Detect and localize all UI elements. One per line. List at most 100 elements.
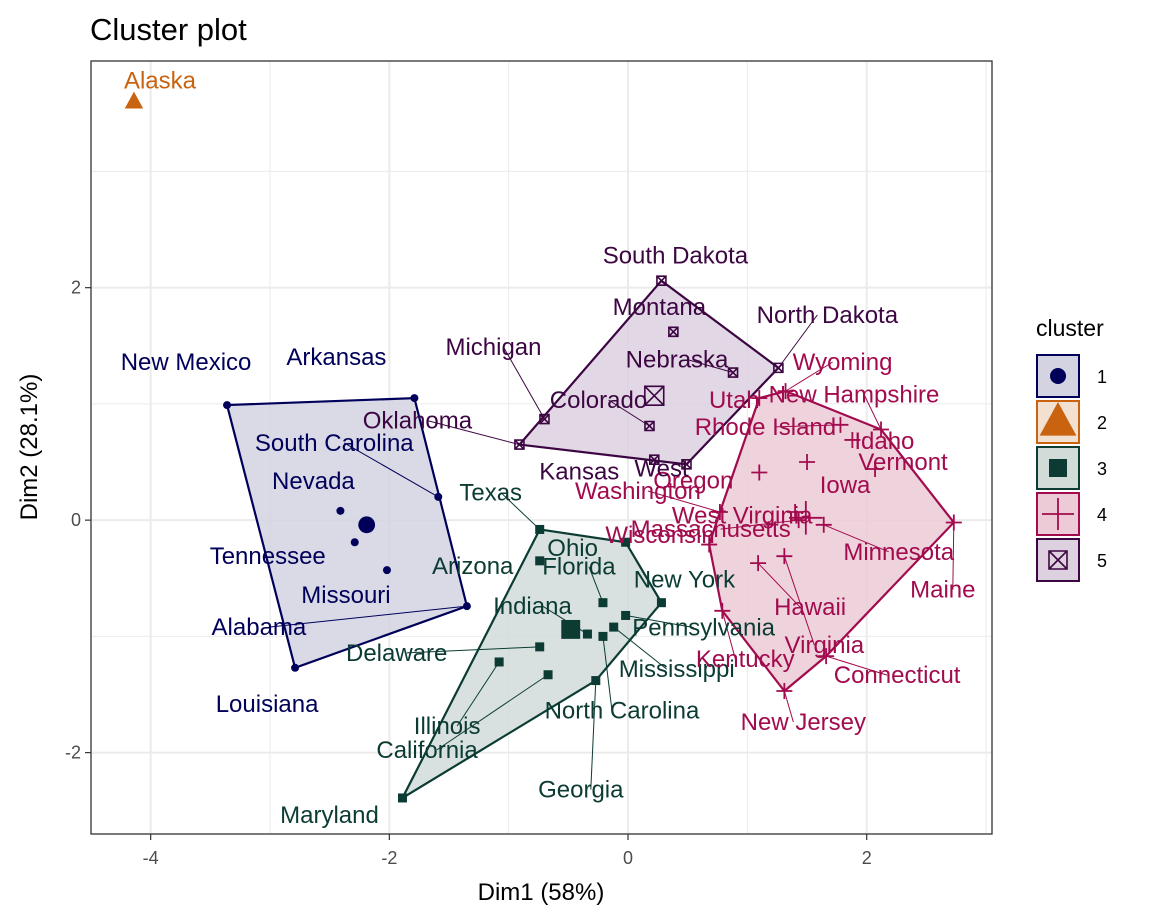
legend-label-5: 5	[1097, 551, 1107, 571]
point-hawaii	[750, 555, 767, 572]
leader-mississippi	[613, 626, 668, 670]
leader-north-carolina	[602, 636, 613, 711]
leader-georgia	[590, 680, 597, 790]
label-oregon: Oregon	[653, 467, 733, 494]
label-maine: Maine	[910, 576, 975, 603]
point-new-york	[656, 598, 666, 608]
label-louisiana: Louisiana	[216, 691, 319, 718]
point-oklahoma	[514, 439, 525, 450]
label-north-carolina: North Carolina	[545, 697, 700, 724]
point-ohio	[621, 537, 631, 547]
leader-rhode-island	[775, 424, 841, 428]
point-mississippi	[609, 622, 619, 632]
label-west: West	[634, 455, 689, 482]
leader-maine	[952, 522, 955, 590]
label-delaware: Delaware	[346, 640, 447, 667]
legend-label-4: 4	[1097, 505, 1107, 525]
point-arkansas	[410, 394, 419, 403]
x-tick-label: -2	[381, 848, 397, 868]
leader-north-dakota	[777, 314, 818, 369]
point-minnesota	[815, 516, 832, 533]
point-nevada	[336, 506, 345, 515]
point-georgia	[591, 676, 601, 686]
label-oklahoma: Oklahoma	[363, 408, 473, 435]
cluster-5-center	[644, 385, 665, 407]
y-axis-title: Dim2 (28.1%)	[16, 374, 43, 521]
leader-texas	[500, 492, 541, 530]
x-tick-label: 0	[623, 848, 633, 868]
point-indiana	[582, 629, 592, 639]
label-nebraska: Nebraska	[626, 347, 729, 374]
label-vermont: Vermont	[858, 449, 948, 476]
leader-nebraska	[686, 359, 734, 374]
point-california	[543, 670, 553, 680]
point-new-hampshire	[873, 421, 890, 438]
legend-symbol-3	[1049, 459, 1067, 477]
label-missouri: Missouri	[301, 582, 390, 609]
label-hawaii: Hawaii	[774, 594, 846, 621]
point-maryland	[397, 793, 407, 803]
point-maine	[945, 514, 962, 531]
label-idaho: Idaho	[854, 428, 914, 455]
label-michigan: Michigan	[445, 334, 541, 361]
label-new-mexico: New Mexico	[121, 349, 252, 376]
label-colorado: Colorado	[550, 387, 647, 414]
cluster-4-hull	[708, 389, 956, 693]
leader-minnesota	[823, 524, 889, 553]
label-mississippi: Mississippi	[619, 656, 735, 683]
point-rhode-island	[832, 416, 849, 433]
label-alabama: Alabama	[212, 614, 307, 641]
label-new-jersey: New Jersey	[741, 709, 866, 736]
leader-illinois	[456, 661, 500, 727]
leader-alabama	[268, 605, 467, 628]
label-south-dakota: South Dakota	[603, 243, 749, 270]
label-indiana: Indiana	[493, 593, 572, 620]
cluster-4-center	[789, 501, 823, 535]
label-minnesota: Minnesota	[843, 539, 954, 566]
legend-label-1: 1	[1097, 367, 1107, 387]
label-nevada: Nevada	[272, 468, 355, 495]
point-wyoming	[777, 383, 794, 400]
point-tennessee	[350, 538, 359, 547]
label-iowa: Iowa	[820, 472, 871, 499]
legend: 1 2 3 4 5	[1036, 354, 1107, 582]
point-delaware	[535, 642, 545, 652]
point-kansas	[648, 454, 660, 466]
legend-symbol-2	[1039, 402, 1077, 436]
legend-symbol-1	[1050, 368, 1066, 384]
label-pennsylvania: Pennsylvania	[632, 614, 775, 641]
label-arizona: Arizona	[432, 553, 514, 580]
point-iowa	[867, 461, 884, 478]
point-idaho	[844, 431, 861, 448]
x-tick-label: 2	[862, 848, 872, 868]
label-california: California	[376, 737, 478, 764]
chart-title: Cluster plot	[90, 12, 247, 47]
leader-south-carolina	[344, 442, 439, 498]
label-wyoming: Wyoming	[793, 349, 893, 376]
label-rhode-island: Rhode Island	[695, 414, 836, 441]
point-alaska	[124, 91, 144, 109]
legend-label-3: 3	[1097, 459, 1107, 479]
label-new-hampshire: New Hampshire	[769, 381, 940, 408]
point-colorado	[644, 420, 655, 432]
point-louisiana	[291, 663, 300, 672]
label-florida: Florida	[542, 554, 616, 581]
cluster-3-hull	[399, 528, 663, 801]
plot-border	[90, 60, 993, 835]
legend-title: cluster	[1036, 315, 1104, 341]
leader-new-jersey	[783, 690, 794, 723]
cluster-hulls	[225, 279, 956, 801]
leader-virginia	[783, 556, 815, 646]
point-illinois	[494, 657, 504, 667]
point-west-virginia	[701, 536, 718, 553]
label-new-york: New York	[634, 567, 736, 594]
label-texas: Texas	[459, 479, 522, 506]
legend-symbol-5	[1048, 550, 1068, 570]
point-new-jersey	[776, 683, 793, 700]
point-nebraska	[727, 367, 739, 378]
label-alaska: Alaska	[124, 68, 197, 95]
label-west-virginia: West Virginia	[672, 503, 813, 530]
point-oregon	[751, 464, 768, 481]
label-kansas: Kansas	[539, 459, 619, 486]
